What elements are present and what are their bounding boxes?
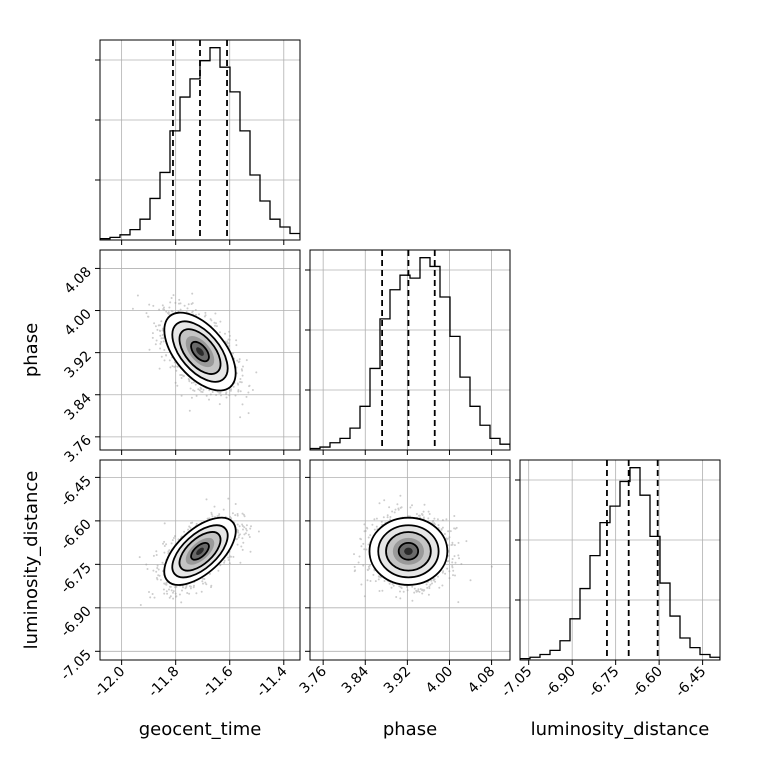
contour-line-0 xyxy=(163,311,237,392)
xtick-label: 4.00 xyxy=(423,664,456,697)
contour-line-1 xyxy=(377,524,440,579)
xtick-label: -7.05 xyxy=(499,664,536,701)
panel-phase-phase xyxy=(305,249,511,455)
xtick-label: -6.45 xyxy=(673,664,710,701)
histogram-step-phase xyxy=(310,257,510,450)
contour-line-3 xyxy=(190,340,210,363)
ytick-label: 3.84 xyxy=(61,390,94,423)
panel-content xyxy=(100,40,300,240)
contour-line-0 xyxy=(163,516,237,586)
ytick-label: -6.75 xyxy=(58,560,95,597)
x-axis-label-luminosity_distance: luminosity_distance xyxy=(531,719,710,740)
histogram-step-geocent_time xyxy=(100,47,300,240)
panel-content xyxy=(310,250,510,450)
ytick-label: -6.60 xyxy=(58,516,95,553)
panel-geocent_time-luminosity_distance: -12.0 -11.8 -11.6 -11.4 geocent_time -7.05 -6.… xyxy=(21,459,301,740)
density-level-5 xyxy=(196,547,204,556)
panel-frame xyxy=(309,249,511,451)
contour-line-3 xyxy=(397,541,420,561)
ytick-label: 4.08 xyxy=(61,264,94,297)
histogram-step-luminosity_distance xyxy=(520,467,720,660)
ytick-label: -6.90 xyxy=(58,603,95,640)
contour-line-2 xyxy=(178,328,222,375)
panel-geocent_time-geocent_time xyxy=(95,39,301,245)
panel-frame xyxy=(519,459,721,661)
contour-line-1 xyxy=(171,524,229,579)
panel-content xyxy=(520,460,720,660)
xtick-label: 3.92 xyxy=(381,664,414,697)
panel-phase-luminosity_distance: 3.76 3.84 3.92 4.00 4.08 phase xyxy=(297,459,511,740)
xtick-label: 4.08 xyxy=(465,664,498,697)
ytick-label: 4.00 xyxy=(61,306,94,339)
panel-frame xyxy=(99,39,301,241)
contour-line-0 xyxy=(368,516,449,586)
contour-line-1 xyxy=(171,320,229,383)
panel-content xyxy=(100,250,300,450)
panel-frame xyxy=(99,459,301,661)
xtick-label: 3.76 xyxy=(297,663,330,696)
contour-line-2 xyxy=(178,531,222,572)
panel-luminosity_distance-luminosity_distance: -7.05 -6.90 -6.75 -6.60 -6.45 luminosity_dist… xyxy=(499,459,721,740)
panel-content xyxy=(100,460,300,660)
panel-frame xyxy=(309,459,511,661)
contour-line-2 xyxy=(385,531,432,572)
xtick-label: -11.8 xyxy=(146,664,183,701)
density-level-5 xyxy=(196,347,204,356)
y-axis-label-phase: phase xyxy=(21,323,42,377)
panel-geocent_time-phase: 3.76 3.84 3.92 4.00 4.08 phase xyxy=(21,249,301,466)
x-axis-label-geocent_time: geocent_time xyxy=(139,719,262,740)
ytick-label: -6.45 xyxy=(58,473,95,510)
xtick-label: -11.6 xyxy=(200,663,237,700)
panel-content xyxy=(310,460,510,660)
y-axis-label-luminosity_distance: luminosity_distance xyxy=(21,471,42,650)
xtick-label: -12.0 xyxy=(92,664,129,701)
xtick-label: 3.84 xyxy=(339,663,372,696)
xtick-label: -6.75 xyxy=(586,664,623,701)
ytick-label: 3.92 xyxy=(61,348,94,381)
ytick-label: 3.76 xyxy=(61,432,94,465)
xtick-label: -6.60 xyxy=(629,664,666,701)
panel-frame xyxy=(99,249,301,451)
x-axis-label-phase: phase xyxy=(383,719,437,740)
xtick-label: -11.4 xyxy=(254,663,291,700)
density-level-5 xyxy=(404,547,413,556)
contour-line-3 xyxy=(190,541,210,561)
xtick-label: -6.90 xyxy=(542,664,579,701)
ytick-label: -7.05 xyxy=(58,647,95,684)
